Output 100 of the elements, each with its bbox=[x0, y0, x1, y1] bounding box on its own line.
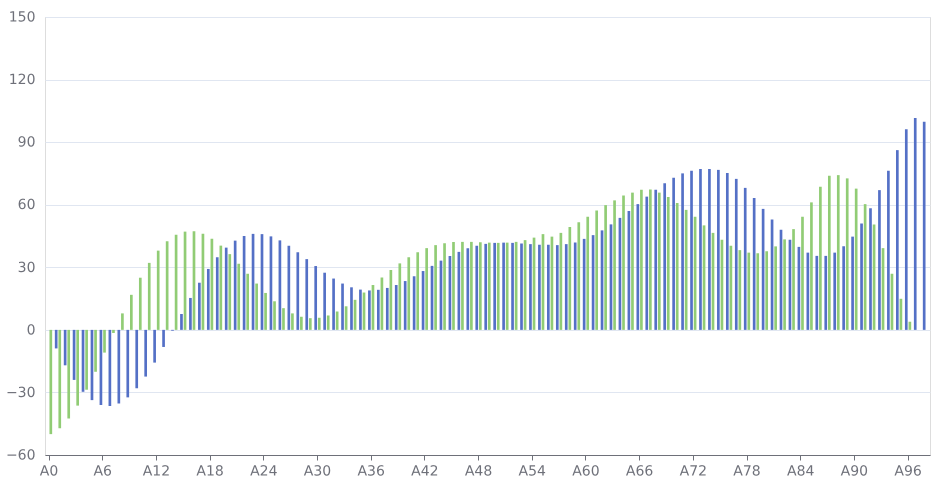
bar bbox=[770, 220, 774, 330]
bar bbox=[398, 263, 402, 330]
bar bbox=[443, 243, 446, 330]
bar bbox=[564, 244, 568, 330]
bar bbox=[520, 244, 523, 330]
bar bbox=[54, 330, 58, 348]
bar bbox=[404, 281, 407, 330]
bar bbox=[666, 196, 670, 330]
bar bbox=[798, 246, 800, 330]
bar bbox=[882, 248, 884, 330]
bar bbox=[255, 284, 258, 330]
bar bbox=[246, 274, 250, 330]
bar bbox=[475, 246, 478, 330]
bar bbox=[908, 322, 912, 330]
y-tick-label: 150 bbox=[8, 10, 36, 26]
bar bbox=[300, 316, 303, 330]
bar bbox=[130, 294, 133, 330]
bar bbox=[198, 282, 201, 330]
bar bbox=[514, 242, 518, 330]
bar bbox=[726, 173, 729, 330]
bar bbox=[135, 330, 138, 388]
bar bbox=[810, 202, 813, 330]
bar bbox=[681, 173, 684, 330]
bar bbox=[470, 242, 473, 330]
bar bbox=[192, 231, 196, 330]
bar bbox=[394, 285, 398, 330]
bar bbox=[542, 234, 544, 330]
bar bbox=[380, 278, 384, 330]
x-tick-label: A96 bbox=[894, 464, 922, 480]
bar bbox=[699, 169, 702, 330]
bar bbox=[493, 242, 496, 330]
bar bbox=[730, 246, 732, 330]
bar bbox=[900, 298, 902, 330]
bar bbox=[174, 234, 178, 330]
bar bbox=[636, 204, 640, 330]
bar bbox=[869, 208, 872, 330]
bar bbox=[904, 129, 908, 330]
y-tick-label: −60 bbox=[6, 448, 36, 464]
bar bbox=[851, 236, 854, 330]
bar bbox=[224, 248, 228, 330]
y-tick-label: 120 bbox=[8, 72, 36, 88]
bar bbox=[386, 288, 389, 330]
bar bbox=[854, 188, 858, 330]
bar bbox=[108, 330, 112, 406]
bar bbox=[458, 252, 460, 330]
x-tick-label: A30 bbox=[304, 464, 332, 480]
bar bbox=[708, 169, 711, 330]
bar bbox=[112, 330, 115, 333]
bar bbox=[202, 234, 204, 330]
bar bbox=[153, 330, 156, 363]
x-tick-label: A12 bbox=[142, 464, 170, 480]
bar bbox=[100, 330, 102, 405]
bar bbox=[604, 205, 607, 330]
bar bbox=[538, 244, 541, 330]
bar bbox=[756, 253, 760, 330]
bar bbox=[783, 239, 786, 330]
bar bbox=[234, 240, 236, 330]
bar bbox=[273, 301, 276, 330]
bar bbox=[228, 254, 232, 330]
bar bbox=[556, 245, 559, 330]
bar bbox=[762, 208, 764, 330]
x-tick-label: A6 bbox=[93, 464, 112, 480]
bar bbox=[323, 272, 326, 330]
bar bbox=[156, 250, 160, 330]
bar bbox=[842, 246, 845, 330]
bar bbox=[864, 204, 866, 330]
bar bbox=[461, 242, 464, 330]
bar bbox=[502, 242, 505, 330]
bar bbox=[574, 242, 577, 330]
x-tick-label: A48 bbox=[464, 464, 492, 480]
bar bbox=[126, 330, 130, 398]
y-tick-label: 90 bbox=[18, 134, 36, 151]
bar bbox=[878, 190, 881, 330]
bar bbox=[288, 246, 290, 330]
x-tick-label: A60 bbox=[572, 464, 600, 480]
bar bbox=[305, 259, 308, 330]
bar bbox=[412, 276, 416, 330]
bar bbox=[496, 242, 500, 330]
bar bbox=[532, 238, 536, 330]
bar bbox=[144, 330, 148, 377]
bar bbox=[117, 330, 120, 404]
x-tick-label: A24 bbox=[250, 464, 278, 480]
bar bbox=[103, 330, 106, 353]
bar bbox=[484, 244, 488, 330]
bar bbox=[376, 290, 380, 330]
bar bbox=[640, 190, 643, 330]
bar bbox=[846, 178, 849, 330]
bar bbox=[547, 244, 550, 330]
bar bbox=[738, 250, 742, 330]
bar bbox=[592, 235, 594, 330]
bar bbox=[529, 244, 532, 330]
bar bbox=[166, 241, 168, 330]
bar bbox=[752, 198, 756, 330]
bar bbox=[452, 242, 455, 330]
bar bbox=[260, 234, 264, 330]
bar bbox=[765, 251, 768, 330]
bar bbox=[702, 225, 706, 330]
bar bbox=[390, 270, 392, 330]
bar bbox=[824, 256, 828, 330]
bar bbox=[836, 175, 840, 330]
